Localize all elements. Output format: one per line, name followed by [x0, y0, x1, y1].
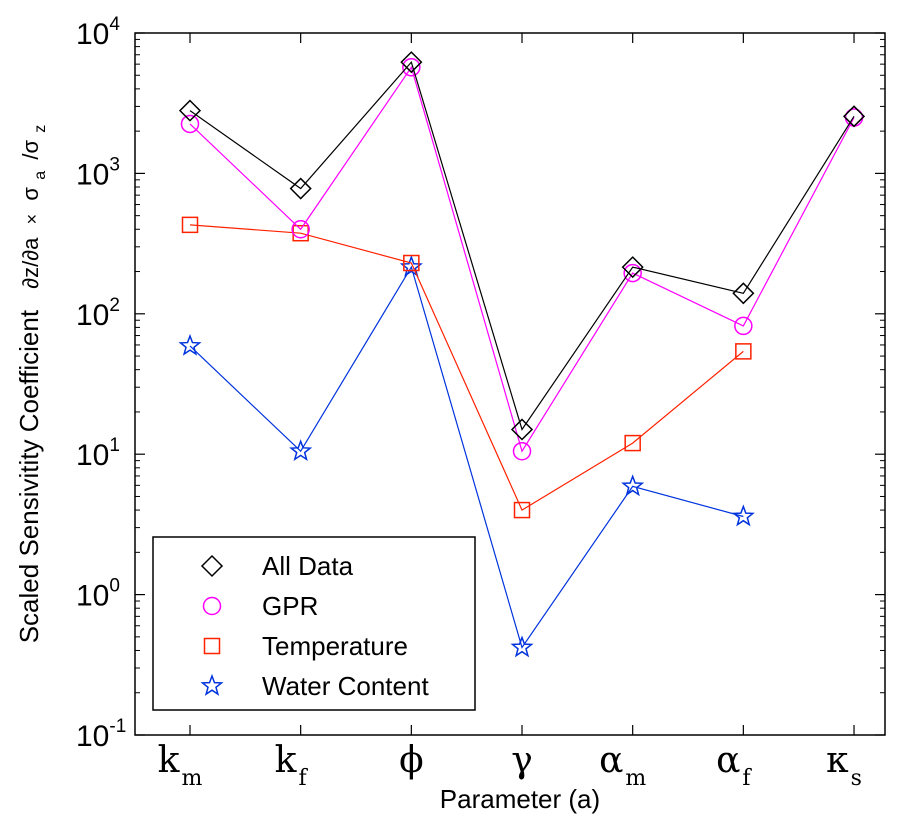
y-axis-formula-slash-sigma: /σ: [18, 140, 43, 160]
legend-marker: [202, 596, 222, 616]
y-axis-ticks: 10-1 100 101 102 103 104: [76, 14, 885, 753]
x-axis-title: Parameter (a): [440, 784, 600, 814]
data-point: [621, 474, 645, 497]
data-point: [289, 177, 312, 200]
legend-item: All Data: [200, 551, 354, 581]
series-line: [189, 65, 855, 453]
y-axis-formula-times: ×: [22, 214, 42, 225]
y-axis-title-text: Scaled Sensivitity Coefficient: [14, 309, 44, 643]
x-tick-label: kf: [275, 740, 309, 791]
series-line: [189, 224, 744, 511]
x-tick-label: γ: [511, 740, 533, 781]
data-point: [400, 51, 423, 74]
data-point: [734, 316, 753, 336]
y-axis-title: Scaled Sensivitity Coefficient ∂z/∂a × σ…: [14, 125, 51, 644]
x-tick-label: αm: [599, 740, 646, 791]
y-tick-label: 103: [76, 154, 120, 191]
plot-frame: [134, 32, 886, 736]
data-point: [181, 216, 199, 234]
legend-marker: [200, 673, 224, 696]
data-point: [178, 99, 202, 122]
data-point: [513, 501, 531, 519]
legend-label: Water Content: [262, 671, 429, 701]
legend-label: GPR: [262, 591, 318, 621]
x-tick-label: km: [158, 740, 203, 791]
x-tick-label: ϕ: [399, 740, 424, 781]
legend-item: GPR: [202, 591, 318, 621]
series-line: [189, 60, 855, 431]
legend-label: Temperature: [262, 631, 408, 661]
y-tick-label: 100: [76, 576, 120, 613]
legend-item: Water Content: [200, 671, 429, 701]
data-point: [180, 114, 200, 134]
data-point: [289, 439, 313, 462]
series-temperature: [181, 216, 752, 519]
data-point: [621, 256, 644, 279]
series-water-content: [178, 254, 755, 658]
x-axis-ticks: km kf ϕ γ αm αf κs: [158, 33, 862, 791]
y-tick-label: 10-1: [76, 716, 126, 753]
data-point: [842, 105, 866, 128]
legend-box: [152, 536, 476, 711]
legend-label: All Data: [262, 551, 354, 581]
legend: All Data GPR Temperature Water Content: [152, 536, 476, 711]
x-tick-label: κs: [826, 740, 862, 791]
data-point: [510, 635, 534, 658]
data-point: [403, 254, 420, 272]
series-line: [189, 265, 744, 649]
data-point: [624, 434, 641, 452]
data-point: [291, 220, 310, 239]
y-axis-formula-derivative: ∂z/∂a: [18, 237, 43, 289]
data-point: [402, 58, 421, 77]
y-tick-label: 102: [76, 295, 120, 332]
legend-item: Temperature: [203, 631, 408, 661]
data-point: [178, 333, 202, 356]
series-layer: [178, 51, 866, 658]
data-point: [510, 418, 534, 441]
y-tick-label: 104: [76, 14, 120, 51]
data-point: [735, 343, 752, 360]
y-axis-formula-sub-a: a: [32, 171, 49, 180]
series-all-data: [178, 51, 866, 441]
data-point: [731, 504, 755, 527]
legend-marker: [203, 637, 221, 655]
data-point: [732, 282, 755, 305]
x-tick-label: αf: [716, 740, 752, 791]
y-axis-formula-sub-z: z: [32, 125, 49, 133]
legend-marker: [200, 554, 224, 578]
series-gpr: [180, 58, 864, 461]
data-point: [512, 441, 532, 461]
y-axis-formula-sigma: σ: [18, 187, 43, 201]
svg-text:Scaled Sensivitity Coefficient: Scaled Sensivitity Coefficient ∂z/∂a × σ…: [14, 125, 51, 644]
data-point: [623, 263, 642, 283]
y-tick-label: 101: [76, 435, 120, 472]
